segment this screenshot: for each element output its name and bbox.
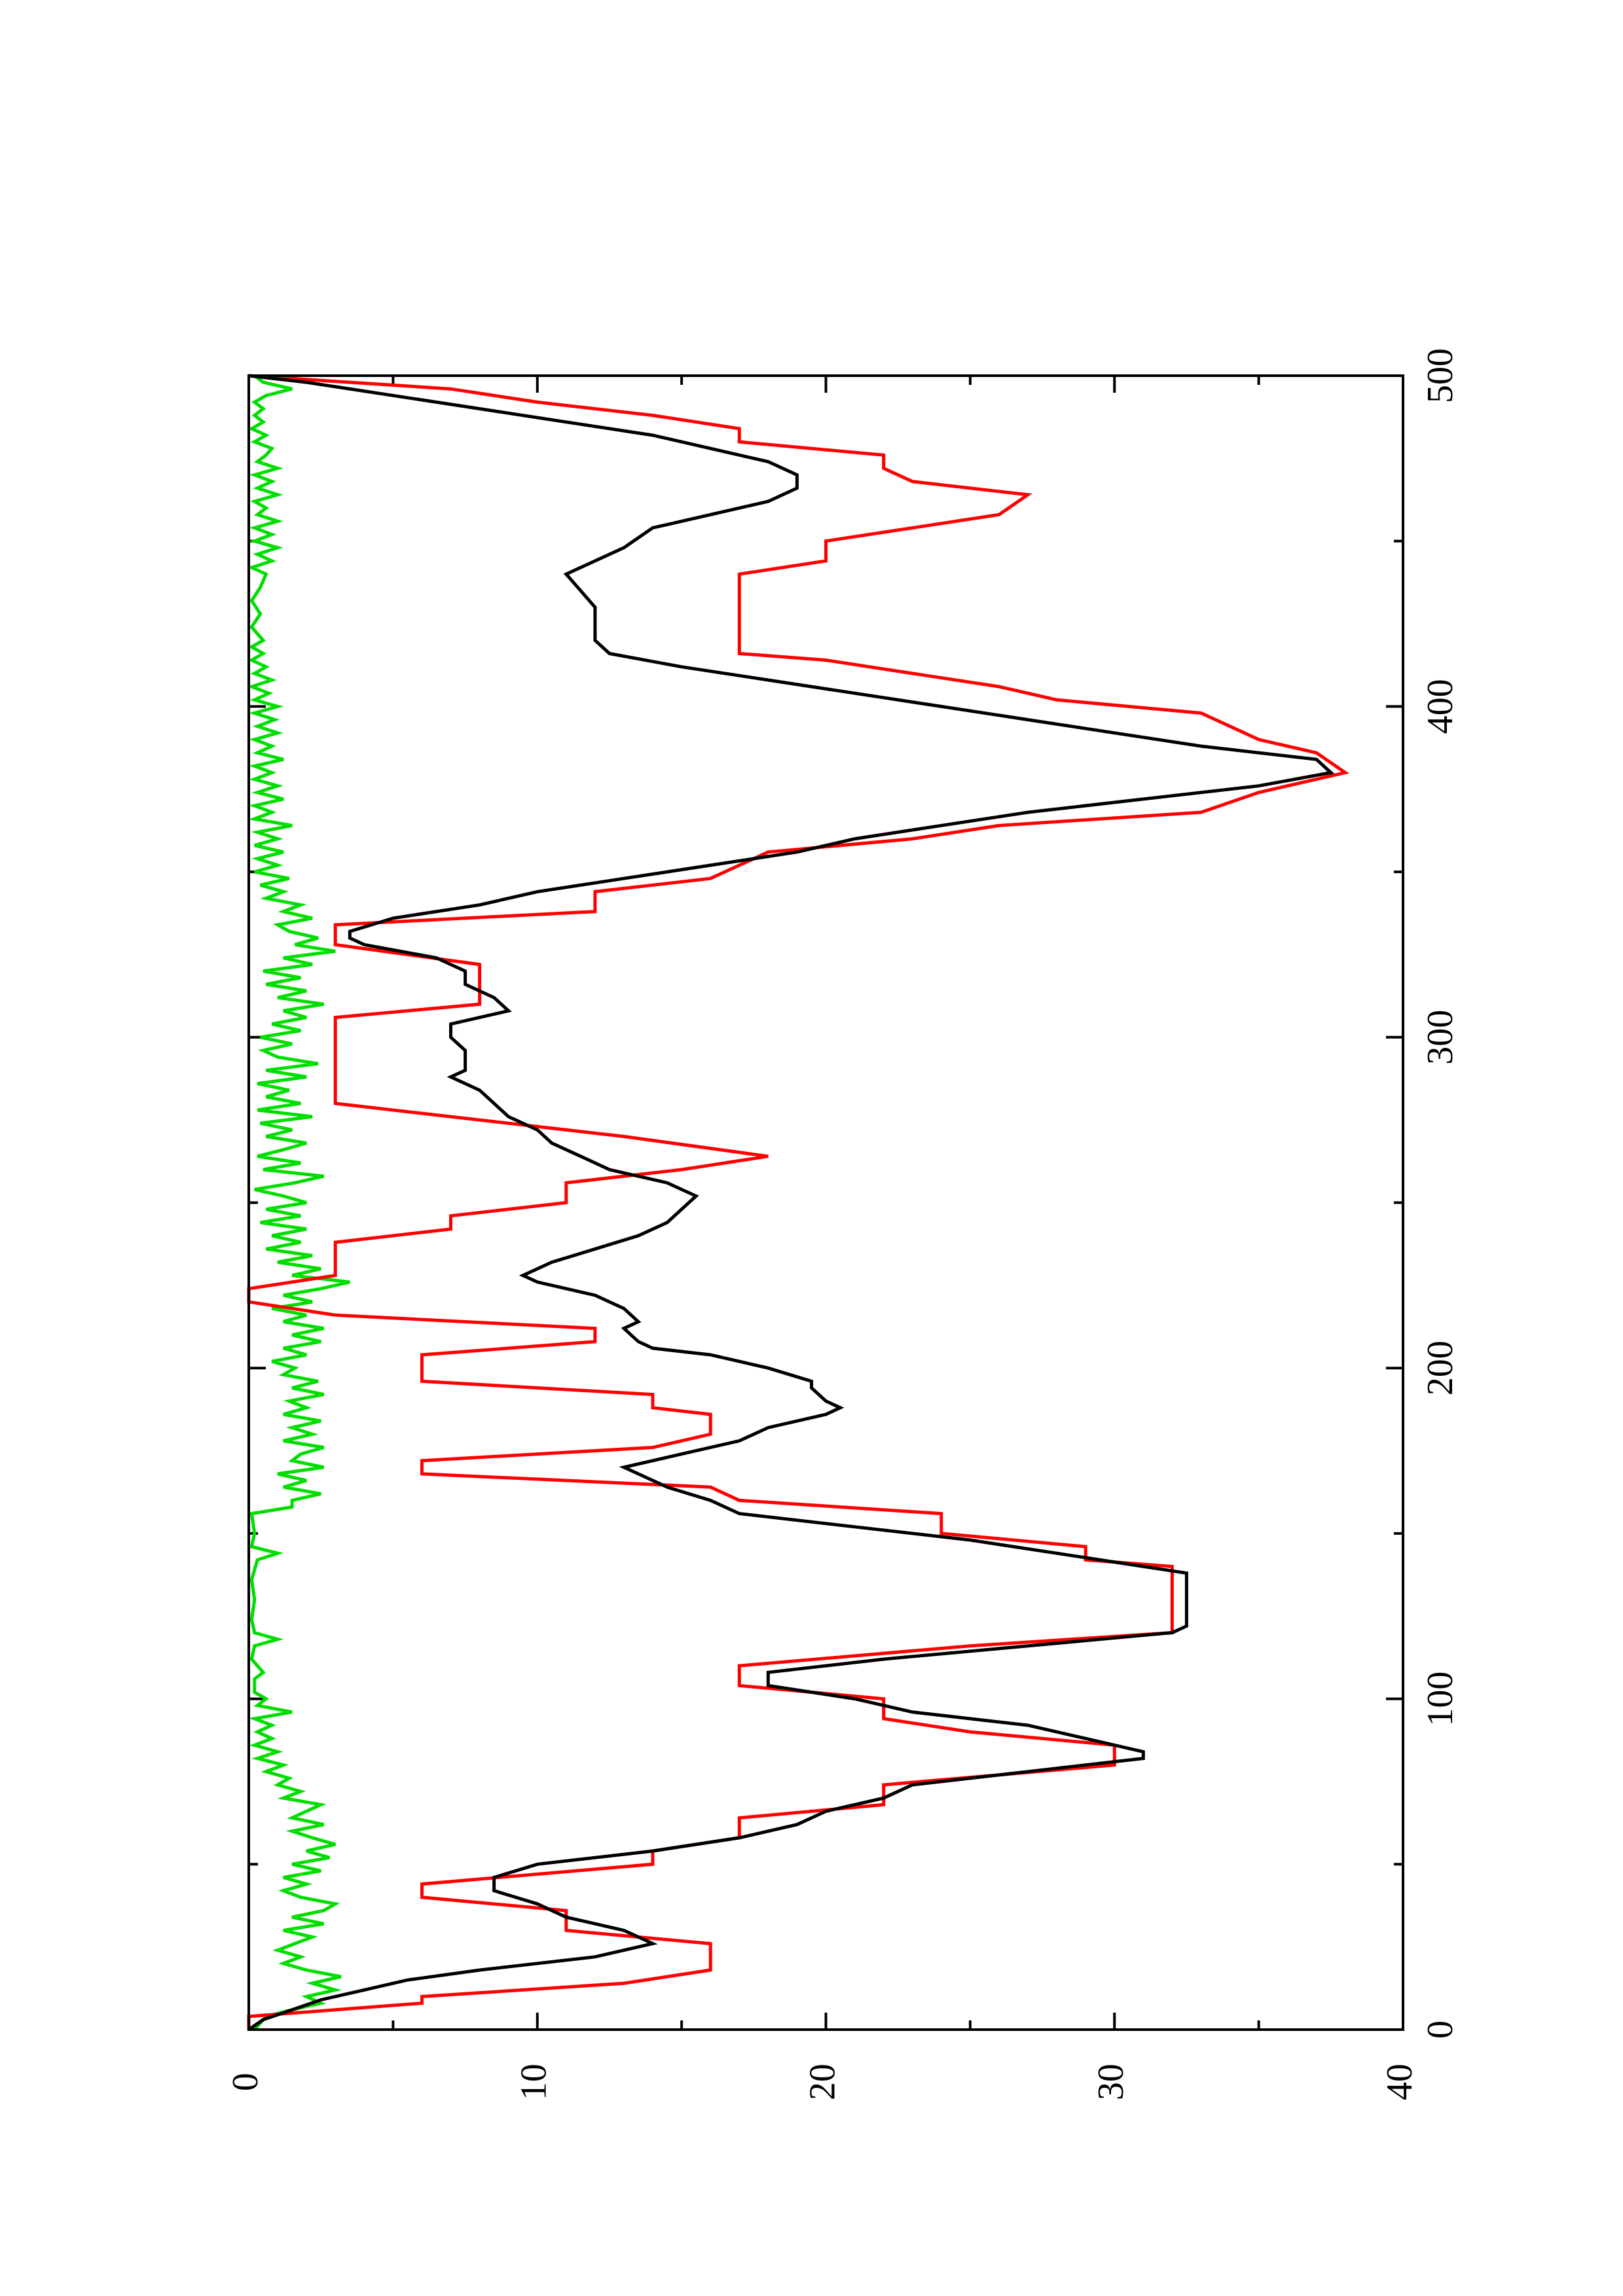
y-tick-label: 40 xyxy=(1379,2064,1420,2100)
x-tick-label: 0 xyxy=(1420,2020,1461,2039)
y-tick-label: 20 xyxy=(802,2064,843,2100)
green-line-series xyxy=(246,374,350,2031)
black-line-series xyxy=(247,374,1335,2032)
x-tick-label: 500 xyxy=(1420,348,1461,403)
axis-ticks xyxy=(247,374,1404,2031)
red-step-series xyxy=(247,374,1349,2030)
x-tick-label: 400 xyxy=(1420,679,1461,734)
x-tick-label: 100 xyxy=(1420,1672,1461,1727)
plot-frame xyxy=(247,374,1404,2031)
series-lines xyxy=(246,374,1349,2032)
x-tick-label: 200 xyxy=(1420,1340,1461,1395)
y-tick-label: 0 xyxy=(225,2073,266,2091)
x-tick-label: 300 xyxy=(1420,1010,1461,1065)
tick-labels: 0 100 200 300 400 500 0 10 20 30 40 xyxy=(225,348,1461,2100)
y-tick-label: 30 xyxy=(1091,2064,1131,2100)
y-tick-label: 10 xyxy=(514,2064,555,2100)
